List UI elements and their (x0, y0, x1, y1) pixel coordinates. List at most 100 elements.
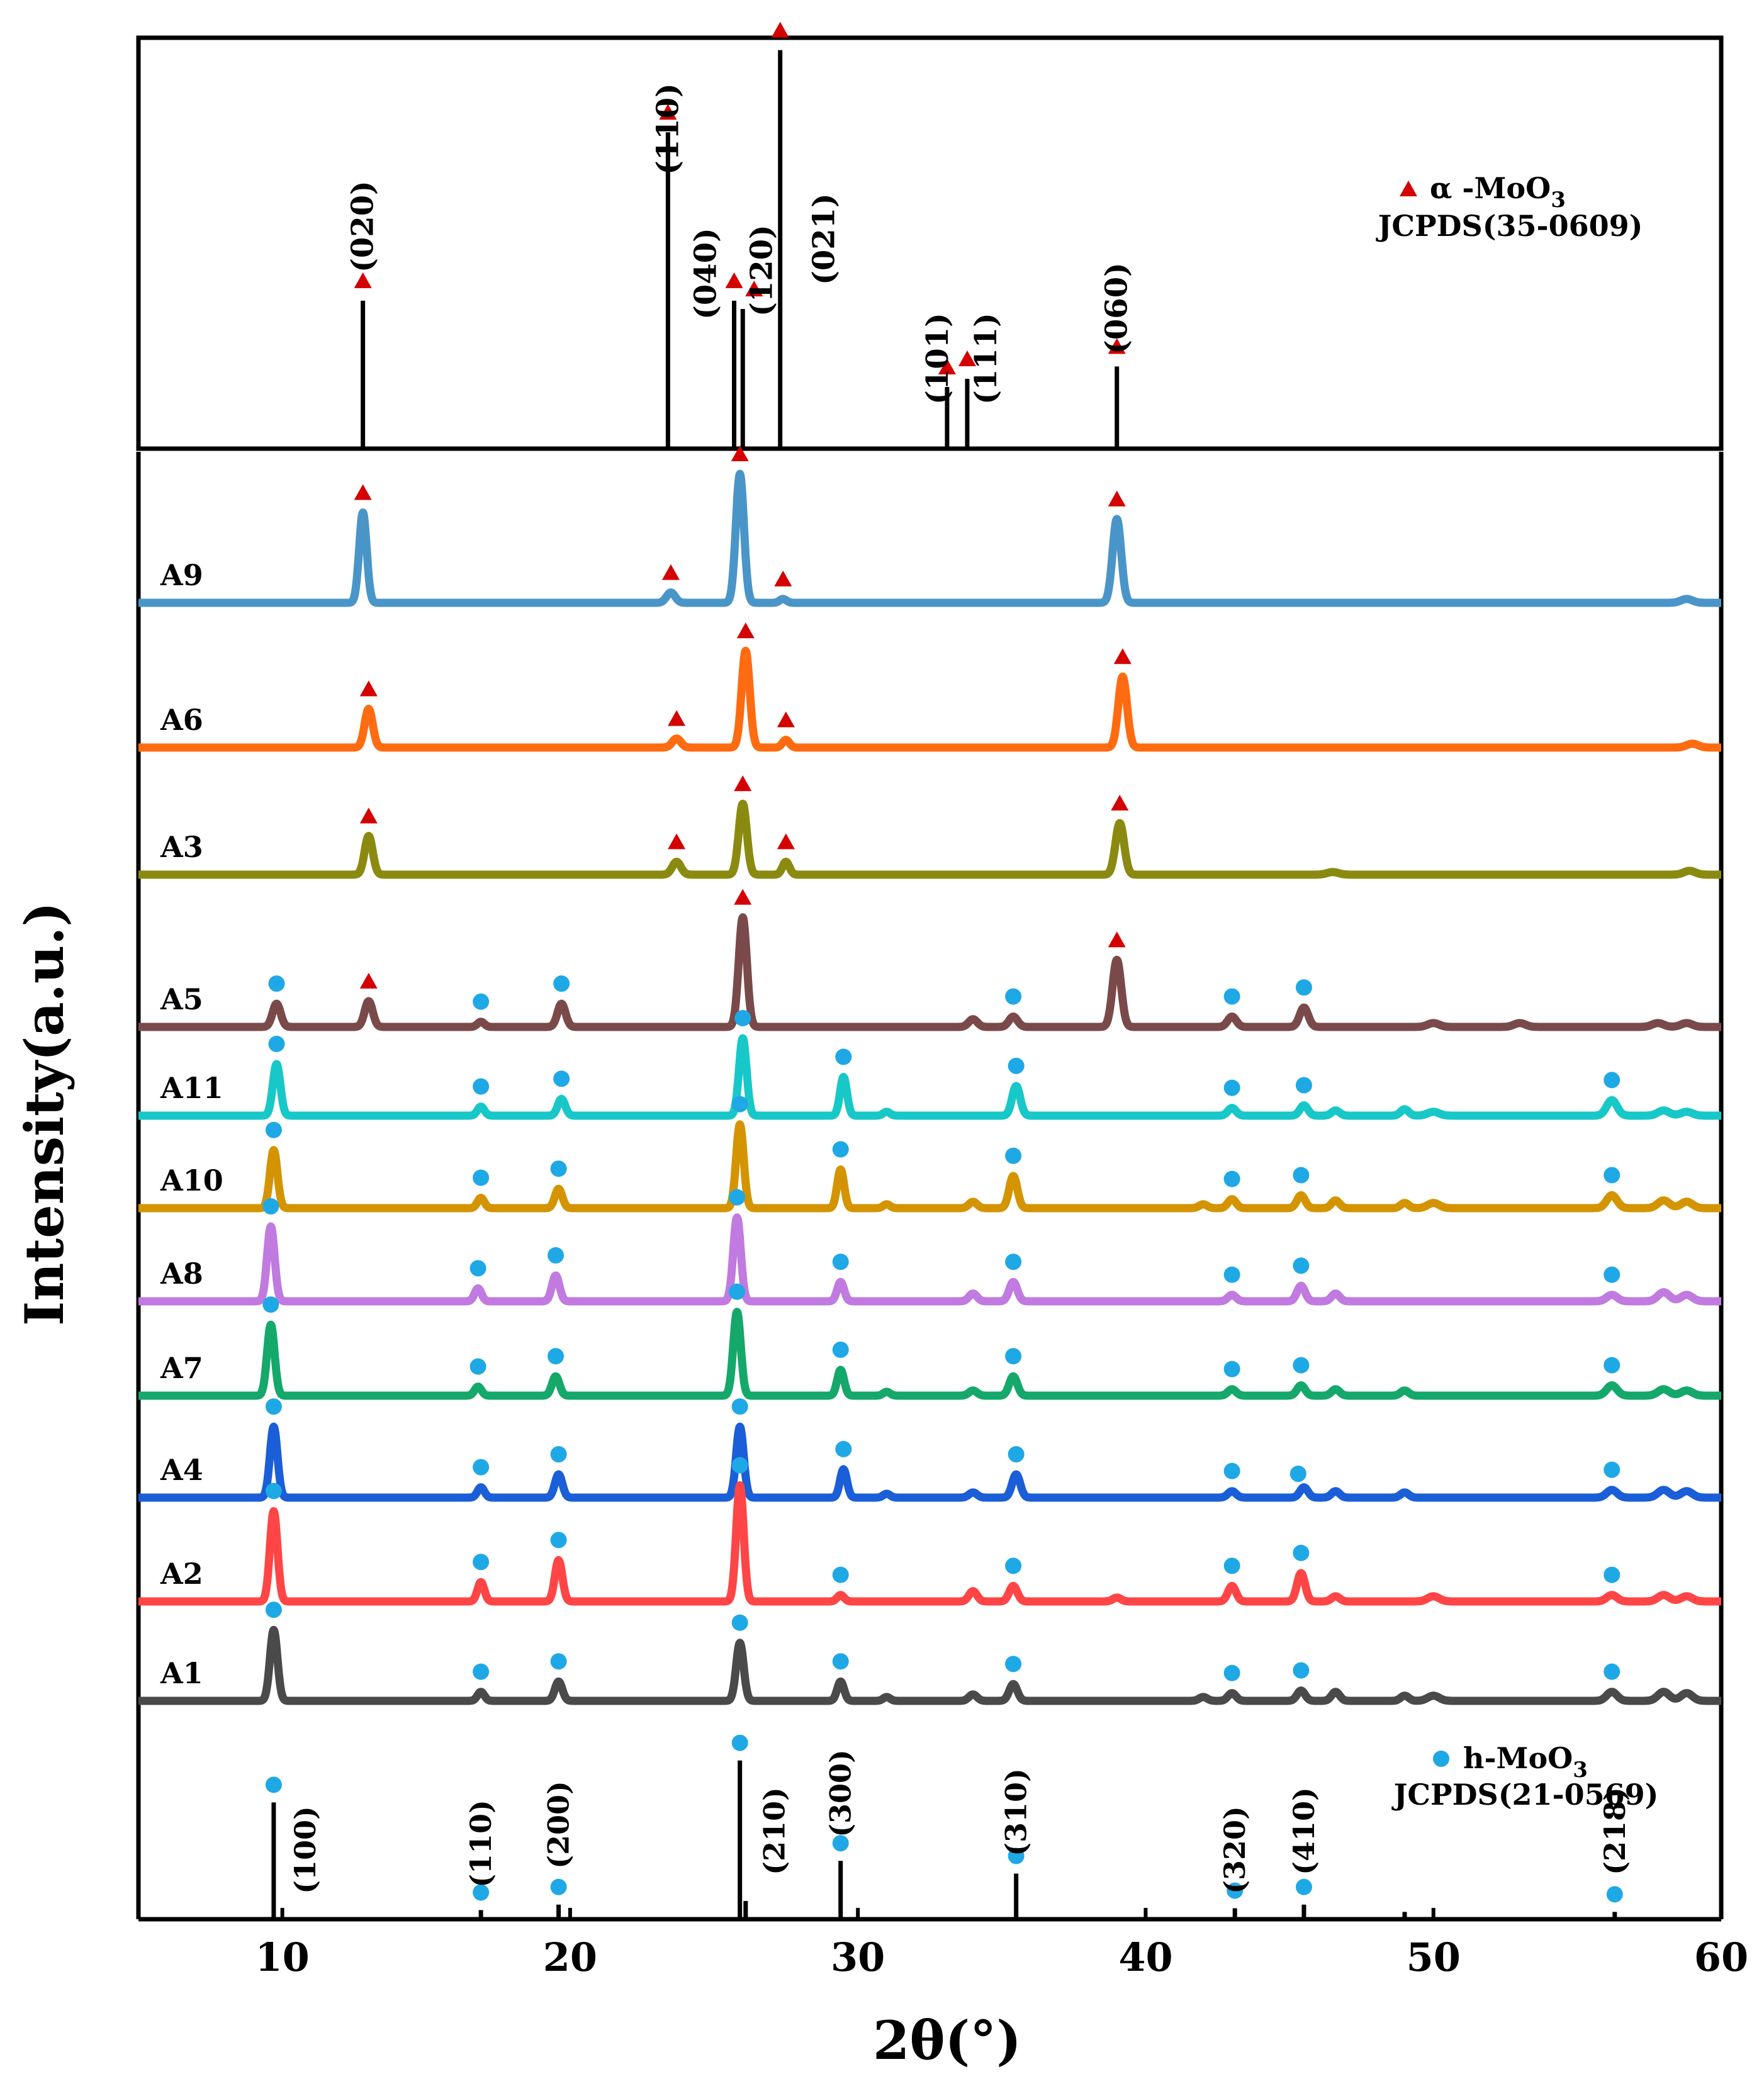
series-label: A6 (160, 703, 203, 737)
h-moo3-dot-marker (1433, 1751, 1449, 1767)
h-moo3-dot-marker (1005, 1348, 1022, 1365)
h-moo3-dot-marker (473, 1554, 490, 1571)
x-tick-label: 10 (255, 1934, 309, 1980)
alpha-reference-hkl-label: (060) (1099, 262, 1135, 354)
h-moo3-dot-marker (832, 1835, 849, 1852)
h-moo3-dot-marker (832, 1253, 849, 1270)
h-moo3-dot-marker (1227, 1882, 1244, 1899)
h-moo3-dot-marker (469, 1260, 486, 1277)
h-moo3-dot-marker (731, 1398, 748, 1415)
alpha-moo3-triangle-marker (734, 889, 752, 905)
alpha-moo3-triangle-marker (668, 710, 686, 726)
alpha-legend-jcpds: JCPDS(35-0609) (1376, 209, 1643, 243)
series-A5: A5 (135, 889, 1725, 1031)
axes-group: 10 20 30 40 50 60 (255, 1908, 1748, 1980)
h-moo3-dot-marker (1295, 979, 1312, 996)
alpha-reference-hkl-label: (101) (920, 313, 955, 405)
alpha-moo3-triangle-marker (659, 104, 677, 120)
h-moo3-dot-marker (473, 1078, 490, 1095)
alpha-moo3-triangle-marker (736, 622, 755, 639)
series-A4: A4 (135, 1398, 1725, 1502)
h-moo3-dot-marker (1295, 1878, 1312, 1895)
series-label: A7 (160, 1351, 203, 1385)
h-moo3-dot-marker (731, 1457, 748, 1474)
top-panel-frame (136, 35, 1724, 451)
series-label: A3 (160, 830, 203, 864)
series-A10: A10 (135, 1096, 1725, 1213)
h-moo3-dot-marker (473, 1169, 490, 1186)
h-moo3-dot-marker (729, 1283, 746, 1300)
series-label: A10 (160, 1163, 223, 1197)
h-moo3-dot-marker (473, 1884, 490, 1901)
h-reference-hkl-label: (218) (1598, 1787, 1632, 1875)
series-label: A2 (160, 1557, 203, 1591)
h-moo3-dot-marker (1005, 1557, 1022, 1574)
h-moo3-dot-marker (1223, 1170, 1240, 1187)
series-A9: A9 (135, 446, 1725, 607)
h-moo3-reference-panel: (100) (110) (200) (210) (300) (310) (320) (410)… (138, 1734, 1721, 1922)
series-A3: A3 (135, 775, 1725, 879)
h-moo3-dot-marker (731, 1734, 748, 1751)
series-A6: A6 (135, 622, 1725, 752)
alpha-reference-hkl-label: (040) (688, 228, 724, 320)
series-label: A9 (160, 558, 203, 592)
h-legend-jcpds: JCPDS(21-0569) (1391, 1778, 1659, 1812)
h-moo3-dot-marker (553, 975, 570, 992)
series-A11: A11 (135, 1010, 1725, 1120)
h-moo3-dot-marker (1289, 1466, 1306, 1483)
h-moo3-dot-marker (1223, 1079, 1240, 1096)
h-moo3-dot-marker (550, 1532, 567, 1549)
h-moo3-dot-marker (469, 1358, 486, 1375)
alpha-moo3-triangle-marker (1108, 931, 1126, 948)
h-moo3-dot-marker (835, 1048, 852, 1065)
h-moo3-dot-marker (731, 1614, 748, 1631)
h-moo3-dot-marker (1223, 1664, 1240, 1681)
h-reference-hkl-label: (410) (1287, 1787, 1321, 1875)
series-line (135, 913, 1725, 1031)
alpha-moo3-triangle-marker (731, 446, 749, 461)
alpha-moo3-triangle-marker (359, 973, 378, 989)
x-tick-label: 50 (1407, 1934, 1461, 1980)
h-moo3-dot-marker (1005, 1253, 1022, 1270)
x-tick-label: 60 (1694, 1934, 1748, 1980)
series-A8: A8 (135, 1189, 1725, 1306)
alpha-moo3-triangle-marker (771, 21, 789, 38)
xrd-patterns-panel: A9 A6 A3 A5 A11 A10 A8 A7 A4 A2 A1 (135, 446, 1725, 1919)
x-tick-label: 40 (1118, 1934, 1172, 1980)
h-moo3-dot-marker (1606, 1886, 1623, 1903)
series-line (135, 1481, 1725, 1606)
alpha-moo3-triangle-marker (359, 807, 378, 824)
h-moo3-dot-marker (265, 1121, 282, 1138)
h-moo3-dot-marker (1223, 1360, 1240, 1377)
h-moo3-dot-marker (548, 1348, 565, 1365)
h-moo3-dot-marker (1293, 1544, 1310, 1561)
h-moo3-dot-marker (1223, 1266, 1240, 1283)
x-tick-label: 30 (831, 1934, 885, 1980)
h-moo3-dot-marker (1293, 1167, 1310, 1184)
alpha-reference-hkl-label: (120) (744, 225, 779, 317)
h-moo3-dot-marker (265, 1398, 282, 1415)
series-line (135, 1120, 1725, 1213)
h-moo3-dot-marker (1223, 988, 1240, 1005)
alpha-moo3-reference-panel: (020) (110) (040) (120) (021) (101) (111) (060)… (136, 21, 1724, 451)
h-moo3-dot-marker (1604, 1663, 1621, 1680)
alpha-reference-hkl-label: (020) (345, 181, 381, 272)
alpha-moo3-triangle-marker (1108, 490, 1126, 507)
h-moo3-dot-marker (1293, 1357, 1310, 1374)
h-reference-hkl-label: (210) (758, 1787, 792, 1875)
h-moo3-dot-marker (553, 1070, 570, 1087)
series-line (135, 469, 1725, 607)
series-A1: A1 (135, 1601, 1725, 1705)
alpha-legend-label: α -MoO3 (1430, 171, 1566, 213)
series-label: A1 (160, 1656, 203, 1690)
h-moo3-dot-marker (1604, 1072, 1621, 1089)
series-line (135, 1034, 1725, 1120)
series-line (135, 646, 1725, 752)
alpha-moo3-triangle-marker (1108, 338, 1126, 354)
h-moo3-dot-marker (262, 1198, 279, 1215)
alpha-moo3-triangle-marker (359, 680, 378, 697)
alpha-reference-hkl-label: (021) (807, 193, 842, 285)
alpha-moo3-triangle-marker (958, 350, 976, 366)
h-moo3-dot-marker (473, 1663, 490, 1680)
alpha-moo3-triangle-marker (725, 272, 743, 288)
